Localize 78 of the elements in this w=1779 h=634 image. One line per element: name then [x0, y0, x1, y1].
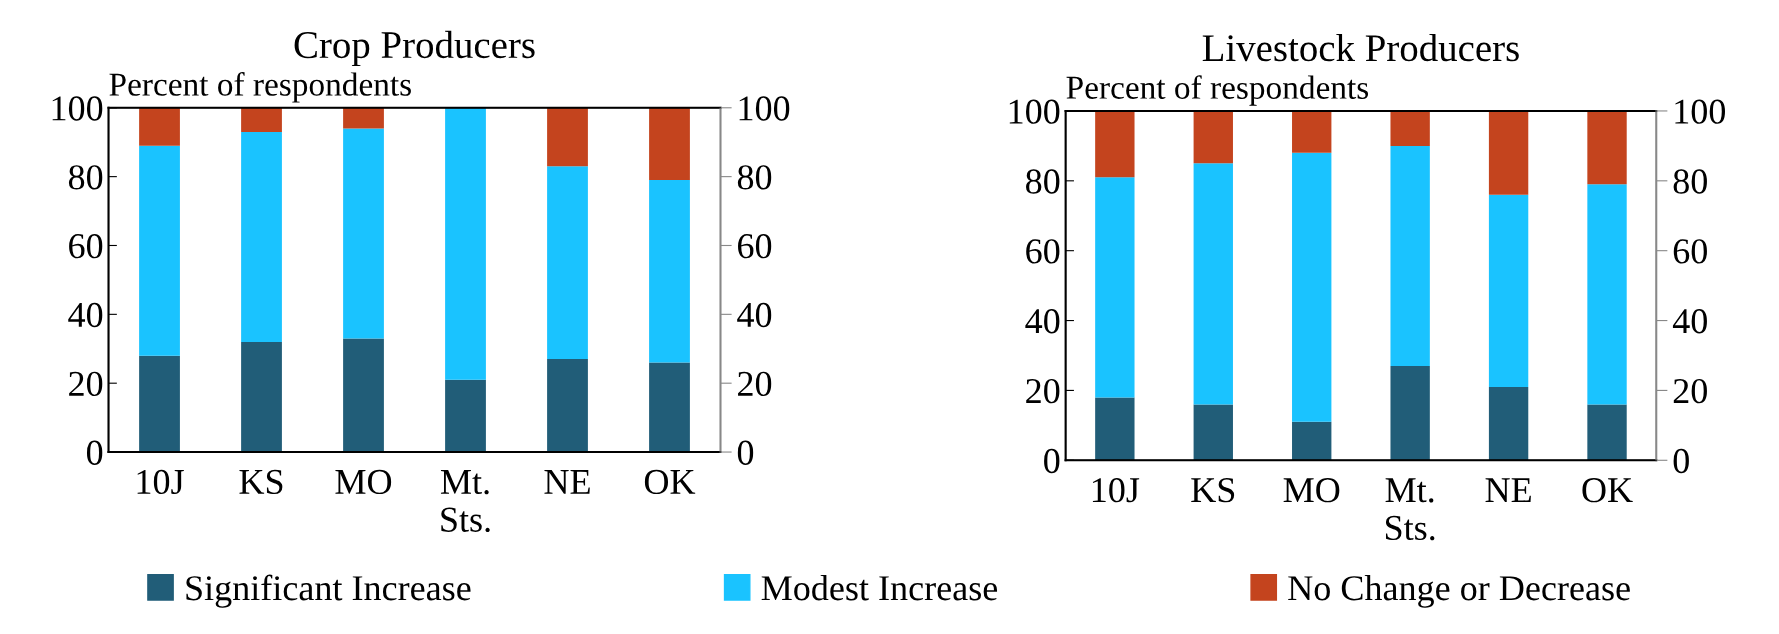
y-tick-label: 20 [69, 371, 103, 397]
y2-tick-label: 20 [1673, 378, 1707, 404]
y2-tick-label: 100 [739, 96, 790, 121]
bar [547, 107, 588, 167]
bar [343, 128, 384, 339]
y-tick-label: 100 [1009, 99, 1060, 124]
x-tick-label: 10J [137, 469, 184, 495]
x-tick-label: Mt. Sts. [440, 470, 490, 533]
bar [445, 107, 486, 380]
y2-tick-label: 0 [737, 440, 754, 465]
bar [445, 379, 486, 453]
bar [1587, 404, 1627, 461]
bar [1390, 365, 1430, 461]
bar [1488, 194, 1529, 387]
bar [139, 145, 180, 356]
x-tick-label: MO [1283, 478, 1340, 503]
x-tick-label: NE [544, 470, 590, 494]
y-tick-label: 20 [1026, 378, 1060, 404]
chart-title: Crop Producers [294, 30, 535, 67]
y2-tick-label: 0 [1673, 448, 1689, 474]
bar [241, 107, 282, 132]
y-tick-label: 40 [1025, 309, 1060, 334]
y2-tick-label: 60 [1673, 239, 1707, 264]
x-tick-label: KS [239, 469, 283, 495]
bar [241, 131, 282, 342]
x-tick-label: Mt. Sts. [1385, 478, 1435, 541]
x-tick-label: NE [1485, 478, 1531, 503]
x-tick-label: 10J [1092, 477, 1140, 503]
y-tick-label: 0 [86, 440, 103, 465]
y2-tick-label: 20 [738, 371, 772, 397]
bar [1488, 386, 1529, 461]
y2-tick-label: 80 [737, 165, 772, 190]
y2-tick-label: 40 [1672, 309, 1707, 334]
bar [1292, 152, 1332, 422]
y-tick-label: 40 [68, 302, 103, 328]
y-tick-label: 80 [68, 165, 103, 190]
y2-tick-label: 80 [1673, 169, 1707, 194]
bar [1193, 404, 1233, 461]
x-tick-label: KS [1191, 478, 1235, 503]
y-tick-label: 60 [69, 234, 103, 259]
legend-label: Modest Increase [761, 574, 998, 601]
y-axis-title: Percent of respondents [1066, 75, 1369, 106]
bar [1587, 184, 1627, 405]
bar [1390, 145, 1430, 366]
y-axis-title: Percent of respondents [109, 72, 411, 103]
bar [1488, 110, 1529, 195]
y2-tick-label: 60 [738, 234, 772, 259]
bar [343, 338, 384, 453]
bar [1095, 177, 1135, 398]
bar [1292, 421, 1332, 461]
bar [1095, 397, 1135, 461]
bar [547, 166, 588, 360]
y-tick-label: 80 [1026, 169, 1060, 194]
bar [1193, 163, 1233, 405]
bar [1095, 110, 1135, 178]
bar [139, 107, 180, 146]
x-tick-label: MO [335, 469, 392, 495]
bar [343, 107, 384, 129]
bar [1292, 110, 1332, 153]
bar [649, 362, 690, 453]
bar [139, 355, 180, 453]
y-tick-label: 100 [52, 96, 103, 121]
x-tick-label: OK [1582, 478, 1633, 503]
bar [649, 107, 690, 181]
y2-tick-label: 100 [1675, 99, 1726, 124]
bar [1390, 110, 1430, 146]
legend-label: Significant Increase [186, 574, 471, 608]
legend-label: No Change or Decrease [1288, 574, 1630, 608]
y-tick-label: 60 [1026, 239, 1060, 264]
bar [547, 359, 588, 453]
bar [1587, 110, 1627, 185]
bar [1193, 110, 1233, 164]
chart-title: Livestock Producers [1202, 33, 1519, 62]
y2-tick-label: 40 [737, 302, 772, 328]
x-tick-label: OK [644, 469, 696, 495]
y-tick-label: 0 [1044, 448, 1060, 474]
bar [649, 180, 690, 363]
bar [241, 341, 282, 453]
